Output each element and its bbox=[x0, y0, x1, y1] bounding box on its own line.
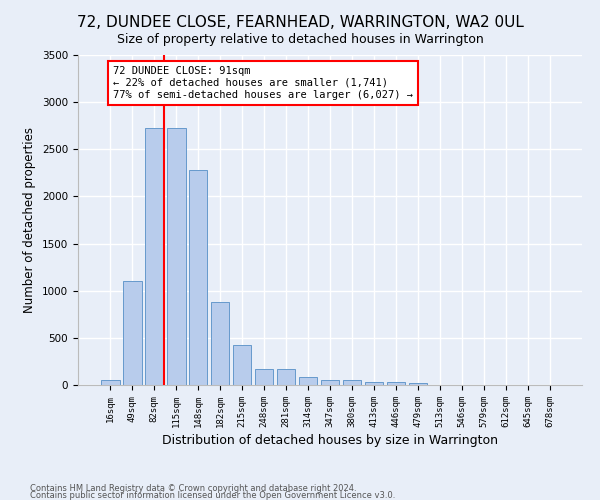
Bar bbox=[167, 128, 185, 385]
Bar bbox=[299, 376, 317, 385]
Text: Contains public sector information licensed under the Open Government Licence v3: Contains public sector information licen… bbox=[30, 490, 395, 500]
Bar bbox=[211, 302, 229, 385]
X-axis label: Distribution of detached houses by size in Warrington: Distribution of detached houses by size … bbox=[162, 434, 498, 447]
Text: 72 DUNDEE CLOSE: 91sqm
← 22% of detached houses are smaller (1,741)
77% of semi-: 72 DUNDEE CLOSE: 91sqm ← 22% of detached… bbox=[113, 66, 413, 100]
Text: 72, DUNDEE CLOSE, FEARNHEAD, WARRINGTON, WA2 0UL: 72, DUNDEE CLOSE, FEARNHEAD, WARRINGTON,… bbox=[77, 15, 523, 30]
Bar bbox=[386, 382, 405, 385]
Text: Size of property relative to detached houses in Warrington: Size of property relative to detached ho… bbox=[116, 32, 484, 46]
Bar bbox=[189, 170, 208, 385]
Bar bbox=[255, 369, 274, 385]
Bar bbox=[101, 380, 119, 385]
Bar bbox=[409, 382, 427, 385]
Text: Contains HM Land Registry data © Crown copyright and database right 2024.: Contains HM Land Registry data © Crown c… bbox=[30, 484, 356, 493]
Bar bbox=[123, 282, 142, 385]
Bar bbox=[233, 346, 251, 385]
Bar bbox=[145, 128, 164, 385]
Bar bbox=[343, 380, 361, 385]
Bar bbox=[320, 380, 340, 385]
Bar bbox=[365, 382, 383, 385]
Y-axis label: Number of detached properties: Number of detached properties bbox=[23, 127, 37, 313]
Bar bbox=[277, 369, 295, 385]
